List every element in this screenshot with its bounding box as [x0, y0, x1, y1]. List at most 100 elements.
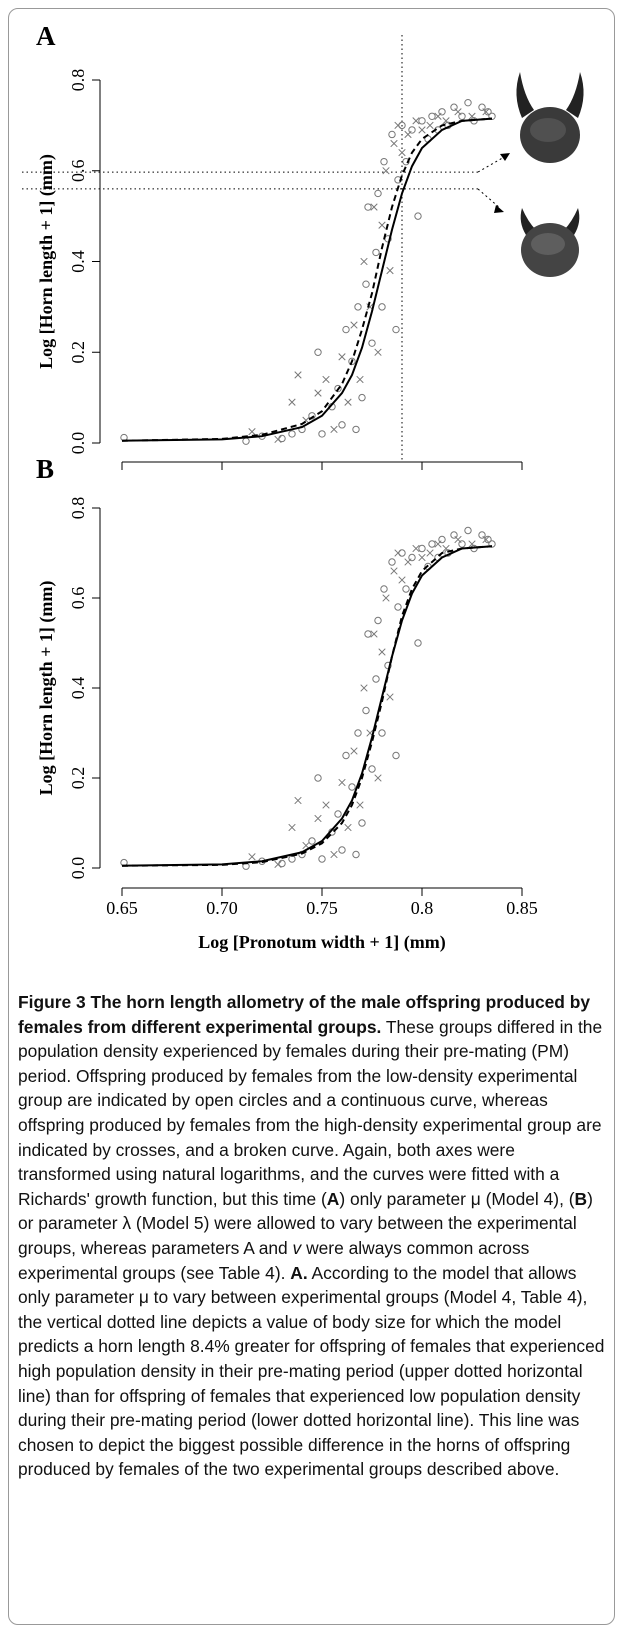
point-circle	[394, 603, 402, 611]
point-cross	[378, 648, 386, 656]
point-cross	[288, 823, 296, 832]
point-cross	[274, 435, 282, 444]
point-cross	[482, 535, 490, 544]
point-circle	[342, 751, 350, 760]
caption-title: The horn length allometry of the male of…	[18, 992, 591, 1037]
point-circle	[380, 585, 388, 593]
caption-text: These groups differed in the population …	[18, 1016, 603, 1209]
point-cross	[482, 108, 490, 116]
point-circle	[354, 303, 362, 311]
x-tick-label: 0.75	[306, 898, 338, 918]
point-cross	[404, 558, 412, 566]
point-cross	[294, 796, 302, 805]
point-cross	[356, 801, 364, 809]
point-circle	[352, 425, 360, 434]
point-circle	[380, 157, 388, 166]
point-cross	[374, 348, 382, 356]
point-cross	[360, 257, 368, 266]
y-tick-label: 0.8	[68, 69, 88, 92]
point-cross	[386, 693, 394, 701]
caption-text: ) or parameter λ (Model 5) were allowed …	[18, 1188, 593, 1258]
point-cross	[412, 117, 420, 125]
x-axis-title: Log [Pronotum width + 1] (mm)	[198, 932, 445, 953]
point-cross	[360, 684, 368, 692]
point-cross	[404, 130, 412, 139]
point-cross	[330, 425, 338, 434]
caption-text: ) only parameter μ (Model 4), (	[339, 1188, 575, 1209]
point-circle	[288, 430, 296, 438]
point-circle	[398, 549, 406, 557]
point-circle	[458, 112, 466, 121]
point-cross	[274, 860, 282, 869]
point-cross	[314, 814, 322, 823]
fitted-curve	[121, 117, 493, 442]
point-circle	[438, 535, 446, 544]
point-circle	[364, 630, 372, 638]
point-circle	[314, 348, 322, 356]
point-circle	[378, 729, 386, 737]
point-cross	[248, 853, 256, 861]
point-cross	[442, 117, 450, 125]
y-tick-label: 0.4	[68, 677, 88, 700]
point-circle	[402, 585, 410, 593]
point-circle	[408, 126, 416, 134]
point-circle	[364, 203, 372, 211]
y-tick-label: 0.6	[68, 587, 88, 610]
point-circle	[354, 729, 362, 737]
point-circle	[414, 212, 422, 220]
y-tick-label: 0.6	[68, 160, 88, 183]
point-circle	[418, 544, 426, 553]
point-cross	[454, 535, 462, 544]
point-cross	[386, 266, 394, 275]
point-circle	[392, 751, 400, 760]
caption: Figure 3 The horn length allometry of th…	[18, 990, 610, 1482]
point-circle	[414, 639, 422, 647]
point-circle	[334, 810, 342, 818]
point-cross	[394, 121, 402, 130]
point-circle	[338, 846, 346, 854]
point-cross	[330, 850, 338, 859]
y-tick-label: 0.8	[68, 497, 88, 520]
fitted-curve	[121, 117, 493, 442]
point-cross	[350, 747, 358, 755]
point-circle	[450, 103, 458, 111]
point-cross	[350, 321, 358, 329]
point-circle	[372, 675, 380, 683]
point-cross	[314, 389, 322, 397]
point-cross	[378, 221, 386, 229]
point-circle	[464, 98, 472, 107]
point-cross	[468, 112, 476, 120]
point-circle	[348, 357, 356, 366]
point-cross	[390, 139, 398, 148]
point-cross	[338, 778, 346, 787]
y-tick-label: 0.4	[68, 250, 88, 273]
point-circle	[348, 783, 356, 791]
point-circle	[484, 535, 492, 544]
point-cross	[434, 112, 442, 120]
point-circle	[450, 531, 458, 539]
point-circle	[428, 112, 436, 121]
point-circle	[464, 526, 472, 535]
point-circle	[484, 108, 492, 116]
caption-text: v	[292, 1237, 302, 1258]
caption-text: B	[574, 1188, 588, 1209]
point-cross	[468, 540, 476, 548]
y-tick-label: 0.2	[68, 767, 88, 790]
point-circle	[392, 325, 400, 334]
figure: A 0.0 0.2 0.4 0.6 0.8 Log [Horn length + 1] (m…	[22, 21, 584, 953]
point-circle	[368, 339, 376, 347]
point-circle	[458, 540, 466, 548]
point-circle	[334, 384, 342, 393]
beetle-small-horns	[520, 208, 580, 277]
x-tick-label: 0.8	[411, 898, 434, 918]
point-circle	[368, 765, 376, 773]
point-cross	[356, 375, 364, 384]
point-circle	[242, 437, 250, 445]
y-axis-title: Log [Horn length + 1] (mm)	[36, 581, 57, 796]
caption-text: were always common across experimental g…	[18, 1237, 530, 1283]
point-cross	[374, 774, 382, 782]
point-circle	[308, 412, 316, 420]
point-circle	[372, 248, 380, 257]
point-circle	[358, 393, 366, 402]
